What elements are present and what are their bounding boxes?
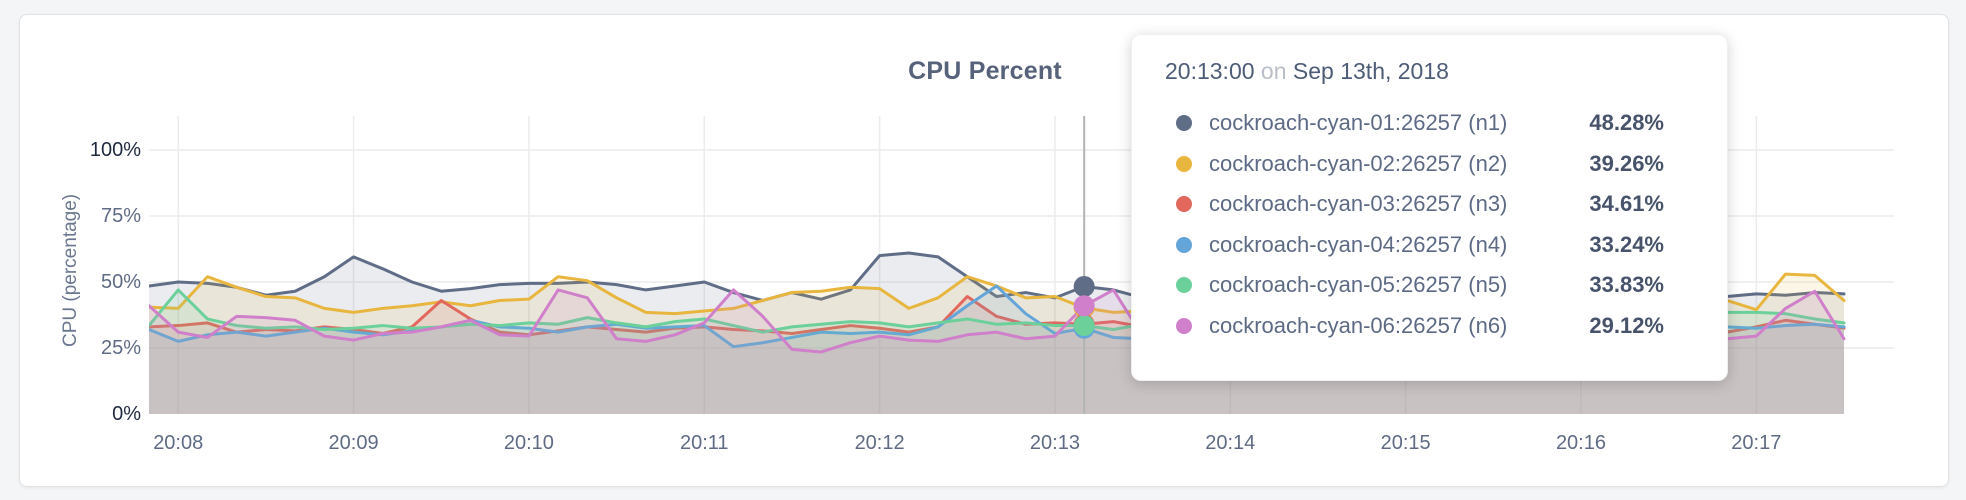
series-area-n3: [149, 296, 1844, 414]
chart-title: CPU Percent: [908, 57, 1062, 85]
tooltip-row-label: cockroach-cyan-03:26257 (n3): [1209, 191, 1508, 217]
tooltip-row-value: 48.28%: [1589, 110, 1664, 136]
tooltip-row-value: 29.12%: [1589, 312, 1664, 338]
hover-dot-n5: [1073, 315, 1095, 337]
tooltip-on-text: on: [1260, 58, 1287, 84]
x-tick-label: 20:08: [153, 432, 204, 454]
tooltip-row: cockroach-cyan-04:26257 (n4) 33.24%: [1165, 225, 1664, 266]
hover-tooltip: 20:13:00 on Sep 13th, 2018 cockroach-cya…: [1131, 34, 1728, 381]
x-tick-label: 20:11: [679, 432, 729, 454]
x-tick-label: 20:10: [503, 432, 554, 454]
series-area-n4: [149, 285, 1844, 414]
tooltip-row-label: cockroach-cyan-02:26257 (n2): [1209, 150, 1508, 176]
series-dot-icon: [1176, 115, 1192, 132]
x-tick-label: 20:14: [1205, 432, 1256, 454]
tooltip-row: cockroach-cyan-05:26257 (n5) 33.83%: [1165, 265, 1664, 306]
y-tick-label: 25%: [100, 337, 141, 359]
tooltip-row-value: 33.24%: [1589, 231, 1664, 257]
series-dot-icon: [1176, 236, 1192, 253]
x-tick-label: 20:09: [328, 432, 379, 454]
x-tick-label: 20:15: [1380, 432, 1431, 454]
hover-dot-n1: [1073, 275, 1095, 297]
hover-dot-n6: [1073, 295, 1095, 317]
x-tick-label: 20:16: [1555, 432, 1606, 454]
chart-plot[interactable]: [149, 116, 1894, 414]
tooltip-header: 20:13:00 on Sep 13th, 2018: [1165, 57, 1664, 85]
tooltip-row-label: cockroach-cyan-05:26257 (n5): [1209, 272, 1508, 298]
series-dot-icon: [1176, 196, 1192, 213]
series-dot-icon: [1176, 155, 1192, 172]
y-tick-label: 100%: [89, 139, 141, 161]
y-tick-label: 50%: [100, 271, 141, 293]
tooltip-row: cockroach-cyan-03:26257 (n3) 34.61%: [1165, 184, 1664, 225]
x-tick-label: 20:13: [1029, 432, 1080, 454]
tooltip-row-value: 34.61%: [1589, 191, 1664, 217]
tooltip-time: 20:13:00: [1165, 58, 1255, 84]
series-dot-icon: [1176, 317, 1192, 334]
series-area-n6: [149, 289, 1844, 414]
x-tick-label: 20:12: [854, 432, 905, 454]
tooltip-row: cockroach-cyan-01:26257 (n1) 48.28%: [1165, 103, 1664, 144]
tooltip-row: cockroach-cyan-02:26257 (n2) 39.26%: [1165, 144, 1664, 185]
y-tick-label: 75%: [100, 205, 141, 227]
tooltip-row-label: cockroach-cyan-01:26257 (n1): [1209, 110, 1508, 136]
tooltip-row-label: cockroach-cyan-04:26257 (n4): [1209, 231, 1508, 257]
x-tick-label: 20:17: [1731, 432, 1782, 454]
tooltip-row-label: cockroach-cyan-06:26257 (n6): [1209, 312, 1508, 338]
series-dot-icon: [1176, 277, 1192, 294]
y-tick-label: 0%: [112, 403, 141, 425]
tooltip-row: cockroach-cyan-06:26257 (n6) 29.12%: [1165, 306, 1664, 347]
tooltip-date: Sep 13th, 2018: [1292, 58, 1449, 84]
tooltip-row-value: 33.83%: [1589, 272, 1664, 298]
tooltip-row-value: 39.26%: [1589, 150, 1664, 176]
chart-card: CPU Percent CPU (percentage) 100% 75% 50% 2…: [19, 14, 1949, 487]
